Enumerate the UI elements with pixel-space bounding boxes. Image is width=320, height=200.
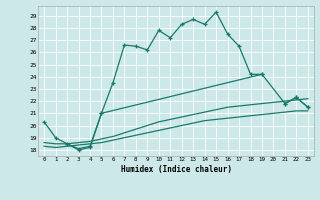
- X-axis label: Humidex (Indice chaleur): Humidex (Indice chaleur): [121, 165, 231, 174]
